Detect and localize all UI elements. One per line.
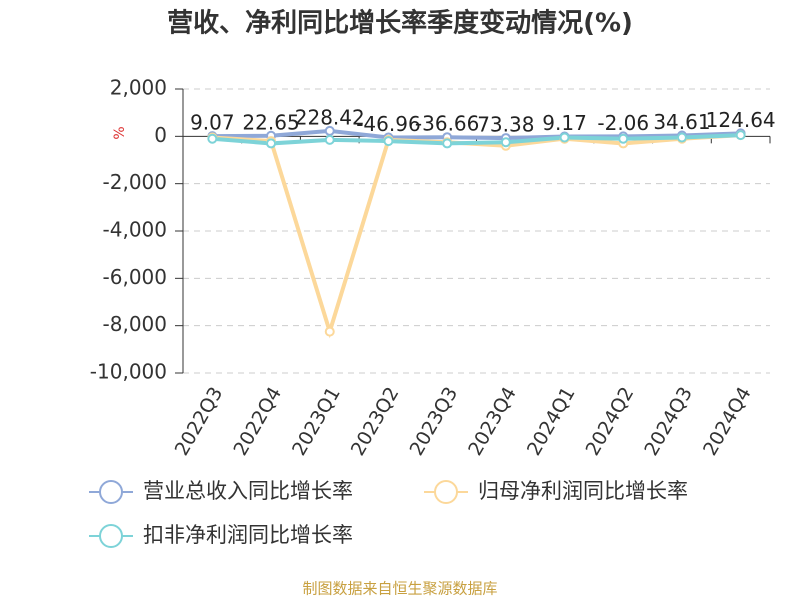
- data-label: 22.65: [242, 110, 299, 134]
- x-tick-label: 2023Q4: [464, 383, 521, 459]
- y-tick-label: -6,000: [103, 265, 167, 289]
- y-tick-label: -4,000: [103, 218, 167, 242]
- data-label: 34.61: [653, 110, 710, 134]
- point: [324, 326, 335, 337]
- data-label: -46.96: [356, 112, 420, 136]
- data-label: 9.07: [190, 111, 235, 135]
- point: [735, 130, 746, 141]
- legend-marker: [99, 524, 123, 548]
- data-label: -36.66: [415, 112, 479, 136]
- data-label: 9.17: [542, 111, 587, 135]
- series-line: [212, 133, 741, 146]
- point: [559, 132, 570, 143]
- data-label: 73.38: [477, 113, 534, 137]
- y-tick-label: -2,000: [103, 170, 167, 194]
- data-label: 124.64: [706, 108, 776, 132]
- point: [500, 137, 511, 148]
- legend-label: 扣非净利润同比增长率: [143, 523, 353, 547]
- x-tick-label: 2024Q4: [699, 383, 756, 459]
- data-label: 228.42: [295, 105, 365, 129]
- x-tick-label: 2023Q3: [405, 383, 462, 459]
- point: [618, 133, 629, 144]
- point: [676, 132, 687, 143]
- x-tick-label: 2022Q3: [171, 383, 228, 459]
- x-tick-label: 2023Q2: [347, 383, 404, 459]
- point: [324, 134, 335, 145]
- y-tick-label: 2,000: [110, 76, 167, 100]
- x-tick-label: 2024Q2: [582, 383, 639, 459]
- y-tick-label: -8,000: [103, 312, 167, 336]
- x-tick-label: 2024Q3: [640, 383, 697, 459]
- y-axis-label: %: [112, 126, 128, 139]
- y-tick-label: -10,000: [90, 360, 167, 384]
- legend-label: 营业总收入同比增长率: [143, 479, 353, 503]
- series-line: [212, 133, 741, 339]
- source-note: 制图数据来自恒生聚源数据库: [302, 580, 497, 598]
- chart-title: 营收、净利同比增长率季度变动情况(%): [167, 8, 633, 39]
- legend-marker: [434, 480, 458, 504]
- x-tick-label: 2022Q4: [229, 383, 286, 459]
- x-tick-label: 2024Q1: [523, 383, 580, 459]
- point: [442, 138, 453, 149]
- series-line: [212, 128, 741, 141]
- point: [383, 136, 394, 147]
- x-tick-label: 2023Q1: [288, 383, 345, 459]
- y-tick-label: 0: [154, 123, 167, 147]
- point: [207, 133, 218, 144]
- legend-marker: [99, 480, 123, 504]
- legend-label: 归母净利润同比增长率: [478, 479, 688, 503]
- point: [266, 138, 277, 149]
- data-label: -2.06: [597, 111, 649, 135]
